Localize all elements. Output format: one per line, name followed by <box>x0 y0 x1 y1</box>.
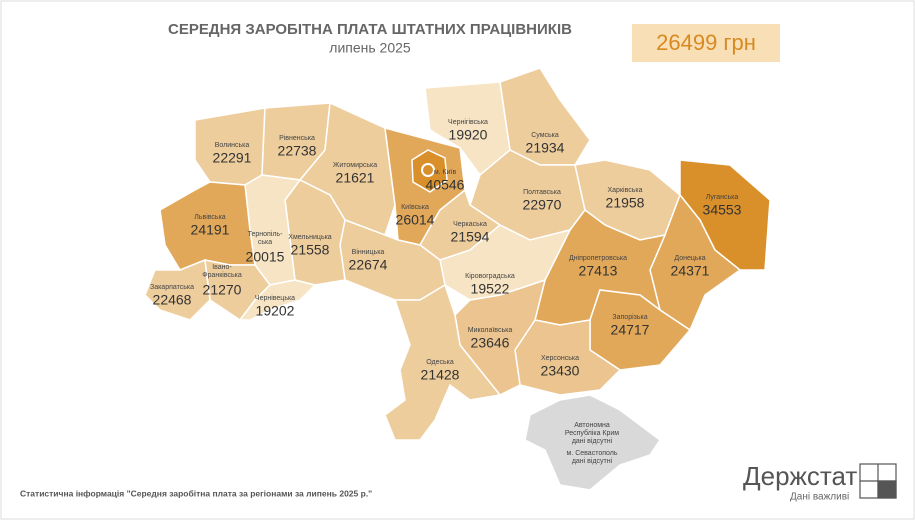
region-name: Івано- <box>212 264 232 271</box>
title: СЕРЕДНЯ ЗАРОБІТНА ПЛАТА ШТАТНИХ ПРАЦІВНИ… <box>168 21 572 38</box>
region-name: Франківська <box>202 271 242 279</box>
average-box <box>632 24 780 62</box>
region-value: 22468 <box>153 292 192 308</box>
crimea-note: Республіка Крим <box>565 429 619 437</box>
logo: Держстат <box>743 461 857 491</box>
region-value: 20015 <box>246 249 285 265</box>
region-value: 19202 <box>256 303 295 319</box>
region <box>238 279 317 321</box>
crimea <box>524 394 662 491</box>
region-value: 24371 <box>671 263 710 279</box>
region-value: 19920 <box>449 127 488 143</box>
region-name: Чернівецька <box>255 294 295 302</box>
region <box>384 283 502 441</box>
region-name: Донецька <box>674 255 705 262</box>
region-value: 22738 <box>278 143 317 159</box>
region-value: 24717 <box>611 322 650 338</box>
region-name: Миколаївська <box>468 327 513 334</box>
crimea-note: Автономна <box>574 422 610 429</box>
logo-icon <box>859 463 897 499</box>
region-name: Вінницька <box>352 248 385 256</box>
region-value: 24191 <box>191 222 230 238</box>
region-value: 27413 <box>579 263 618 279</box>
region-name: Волинська <box>215 142 250 149</box>
region-value: 21594 <box>451 229 490 245</box>
region-value: 40546 <box>426 177 465 193</box>
capital-marker <box>421 163 435 177</box>
region-value: 19522 <box>471 281 510 297</box>
region-name: Київська <box>401 204 429 211</box>
crimea-note: дані відсутні <box>572 457 613 465</box>
region-name: Херсонська <box>541 355 579 362</box>
region-name: Одеська <box>426 359 454 366</box>
region-value: 26014 <box>396 212 435 228</box>
region-value: 22970 <box>523 197 562 213</box>
region-name: Кіровоградська <box>465 272 515 280</box>
source-note: Статистична інформація "Середня заробітн… <box>20 488 372 498</box>
region-name: Дніпропетровська <box>569 254 627 262</box>
region-name: ська <box>258 239 272 246</box>
region-name: Луганська <box>706 194 739 201</box>
region <box>419 188 502 261</box>
subtitle: липень 2025 <box>329 40 411 56</box>
region-name: Закарпатська <box>150 284 194 291</box>
region-name: Рівненська <box>279 134 315 142</box>
region-value: 21934 <box>526 140 565 156</box>
region <box>411 149 448 193</box>
region-name: Львівська <box>194 213 226 221</box>
region-name: Чернігівська <box>448 118 488 126</box>
region <box>144 258 211 321</box>
region-name: м. Київ <box>434 169 457 176</box>
region-value: 23430 <box>541 363 580 379</box>
region-name: Харківська <box>608 186 643 194</box>
region-name: Черкаська <box>453 221 487 228</box>
region-name: Сумська <box>531 132 559 139</box>
average-value: 26499 грн <box>656 30 756 55</box>
region-name: Хмельницька <box>288 234 332 241</box>
region-value: 22674 <box>349 257 388 273</box>
region-value: 21958 <box>606 195 645 211</box>
region-name: Тернопіль- <box>248 230 284 238</box>
region-value: 22291 <box>213 150 252 166</box>
region-value: 21558 <box>291 242 330 258</box>
region-name: Запорізька <box>612 313 647 321</box>
region-value: 23646 <box>471 335 510 351</box>
region-value: 34553 <box>703 202 742 218</box>
region-name: Житомирська <box>333 162 377 169</box>
region-value: 21428 <box>421 367 460 383</box>
region-value: 21270 <box>203 282 242 298</box>
tagline: Дані важливі <box>790 492 849 503</box>
crimea-note: дані відсутні <box>572 437 613 445</box>
region-name: Полтавська <box>523 189 561 196</box>
crimea-note: м. Севастополь <box>567 450 618 457</box>
region-value: 21621 <box>336 170 375 186</box>
